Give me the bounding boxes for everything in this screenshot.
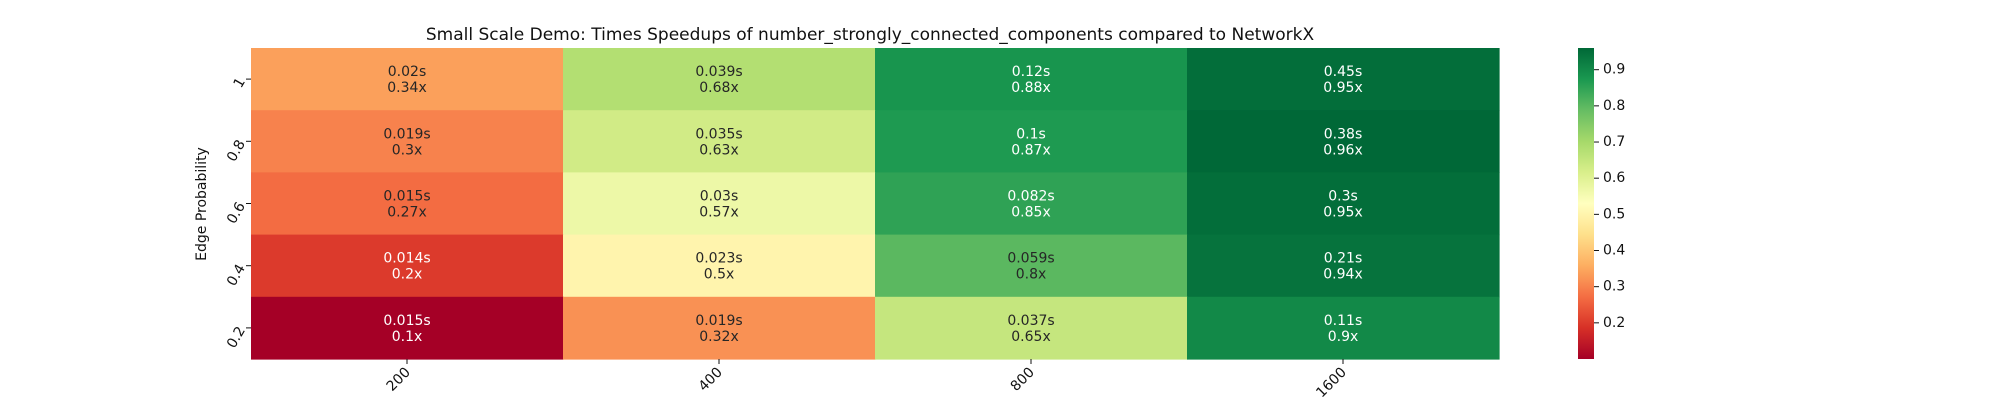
heatmap-cell bbox=[1187, 110, 1500, 173]
cell-time-label: 0.023s bbox=[695, 251, 742, 267]
cell-speedup-label: 0.27x bbox=[387, 205, 426, 221]
cell-time-label: 0.12s bbox=[1012, 64, 1050, 80]
heatmap-cell bbox=[563, 110, 876, 173]
cell-speedup-label: 0.87x bbox=[1011, 142, 1050, 158]
cell-speedup-label: 0.1x bbox=[392, 329, 423, 345]
colorbar-tick-label: 0.3 bbox=[1603, 279, 1625, 295]
y-tick-label: 0.6 bbox=[224, 199, 249, 226]
heatmap-cell bbox=[875, 172, 1188, 236]
cell-speedup-label: 0.2x bbox=[392, 267, 423, 283]
y-axis: 1 0.8 0.6 0.4 0.2 bbox=[224, 75, 251, 351]
cell-time-label: 0.039s bbox=[695, 64, 742, 80]
cell-speedup-label: 0.32x bbox=[699, 329, 738, 345]
cell-time-label: 0.21s bbox=[1324, 251, 1362, 267]
heatmap-cell bbox=[1187, 172, 1500, 236]
colorbar-gradient bbox=[1578, 48, 1594, 359]
cell-speedup-label: 0.96x bbox=[1323, 142, 1362, 158]
cell-speedup-label: 0.9x bbox=[1328, 329, 1359, 345]
y-tick-label: 0.2 bbox=[224, 324, 249, 351]
cell-speedup-label: 0.3x bbox=[392, 142, 423, 158]
cell-time-label: 0.03s bbox=[700, 189, 738, 205]
heatmap-cell bbox=[563, 172, 876, 236]
cell-time-label: 0.035s bbox=[695, 126, 742, 142]
cell-time-label: 0.02s bbox=[388, 64, 426, 80]
heatmap-cell bbox=[1187, 296, 1500, 360]
heatmap-cells: 0.02s0.34x0.039s0.68x0.12s0.88x0.45s0.95… bbox=[251, 48, 1500, 360]
cell-time-label: 0.45s bbox=[1324, 64, 1362, 80]
heatmap-cell bbox=[1187, 48, 1500, 111]
cell-speedup-label: 0.65x bbox=[1011, 329, 1050, 345]
cell-speedup-label: 0.5x bbox=[704, 267, 735, 283]
heatmap-cell bbox=[251, 48, 564, 111]
heatmap-cell bbox=[563, 296, 876, 360]
cell-time-label: 0.037s bbox=[1007, 313, 1054, 329]
cell-time-label: 0.059s bbox=[1007, 251, 1054, 267]
heatmap-cell bbox=[875, 234, 1188, 298]
cell-time-label: 0.015s bbox=[383, 189, 430, 205]
cell-time-label: 0.019s bbox=[383, 126, 430, 142]
heatmap-cell bbox=[875, 110, 1188, 173]
cell-speedup-label: 0.85x bbox=[1011, 205, 1050, 221]
cell-time-label: 0.014s bbox=[383, 251, 430, 267]
cell-speedup-label: 0.88x bbox=[1011, 80, 1050, 96]
cell-time-label: 0.3s bbox=[1328, 189, 1358, 205]
cell-time-label: 0.082s bbox=[1007, 189, 1054, 205]
heatmap-cell bbox=[251, 110, 564, 173]
y-tick-label: 1 bbox=[231, 75, 249, 91]
colorbar-tick-label: 0.7 bbox=[1603, 134, 1625, 150]
heatmap-cell bbox=[875, 296, 1188, 360]
heatmap-cell bbox=[251, 172, 564, 236]
y-tick-label: 0.4 bbox=[224, 262, 249, 289]
heatmap-cell bbox=[1187, 234, 1500, 298]
cell-speedup-label: 0.95x bbox=[1323, 80, 1362, 96]
cell-speedup-label: 0.95x bbox=[1323, 205, 1362, 221]
x-tick-label: 800 bbox=[1008, 365, 1038, 395]
cell-time-label: 0.11s bbox=[1324, 313, 1362, 329]
colorbar-tick-label: 0.9 bbox=[1603, 62, 1625, 78]
colorbar-tick-label: 0.4 bbox=[1603, 243, 1625, 259]
chart-title: Small Scale Demo: Times Speedups of numb… bbox=[426, 25, 1315, 45]
y-axis-label: Edge Probability bbox=[194, 147, 210, 261]
colorbar-tick-label: 0.5 bbox=[1603, 206, 1625, 222]
heatmap-cell bbox=[251, 296, 564, 360]
cell-time-label: 0.38s bbox=[1324, 126, 1362, 142]
x-tick-label: 1600 bbox=[1313, 365, 1350, 400]
y-tick-label: 0.8 bbox=[224, 137, 249, 164]
cell-speedup-label: 0.63x bbox=[699, 142, 738, 158]
colorbar-tick-label: 0.6 bbox=[1603, 170, 1625, 186]
x-tick-label: 200 bbox=[384, 365, 414, 395]
cell-time-label: 0.1s bbox=[1016, 126, 1046, 142]
colorbar-tick-label: 0.8 bbox=[1603, 98, 1625, 114]
colorbar-tick-label: 0.2 bbox=[1603, 315, 1625, 331]
cell-speedup-label: 0.34x bbox=[387, 80, 426, 96]
cell-speedup-label: 0.68x bbox=[699, 80, 738, 96]
x-axis: 200 400 800 1600 bbox=[384, 359, 1350, 401]
cell-speedup-label: 0.57x bbox=[699, 205, 738, 221]
heatmap-cell bbox=[563, 234, 876, 298]
heatmap-cell bbox=[563, 48, 876, 111]
colorbar: 0.2 0.3 0.4 0.5 0.6 0.7 0.8 0.9 bbox=[1578, 48, 1625, 359]
heatmap-cell bbox=[875, 48, 1188, 111]
cell-time-label: 0.019s bbox=[695, 313, 742, 329]
cell-time-label: 0.015s bbox=[383, 313, 430, 329]
heatmap-cell bbox=[251, 234, 564, 298]
cell-speedup-label: 0.94x bbox=[1323, 267, 1362, 283]
cell-speedup-label: 0.8x bbox=[1016, 267, 1047, 283]
x-tick-label: 400 bbox=[696, 365, 726, 395]
